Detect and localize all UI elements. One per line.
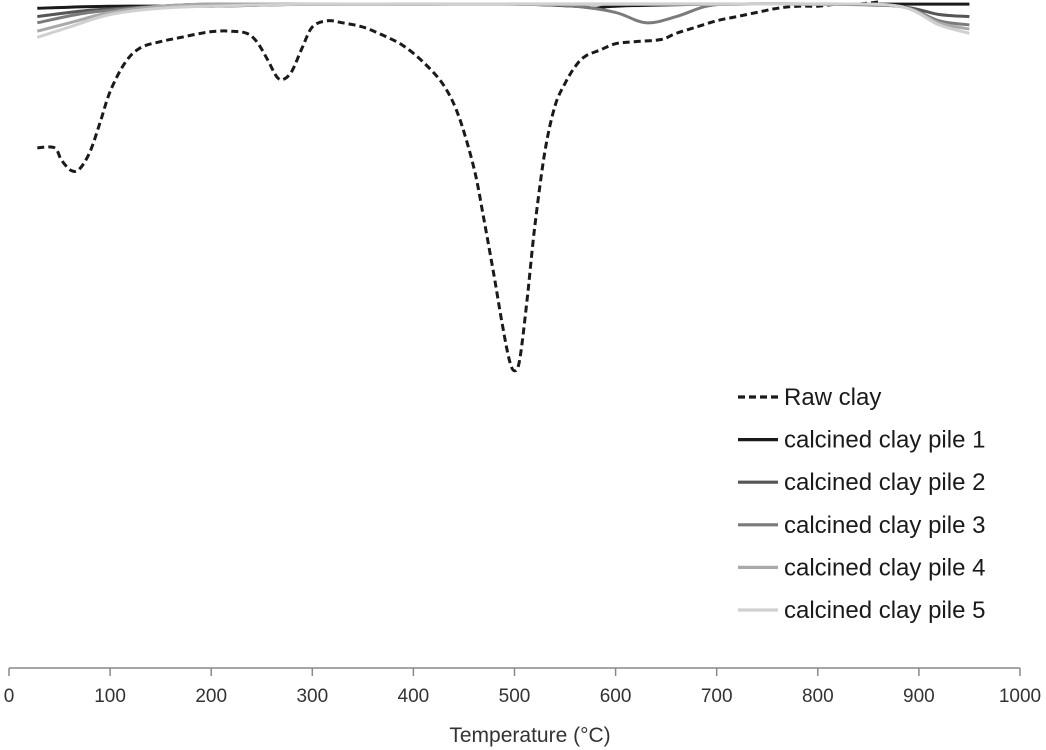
legend-label: calcined clay pile 5 (784, 597, 985, 624)
x-tick-label: 300 (296, 686, 328, 707)
x-tick-label: 1000 (999, 686, 1041, 707)
x-axis: 0 100 200 300 400 500 600 700 800 900 1000 (4, 667, 1041, 707)
x-tick-label: 900 (903, 686, 935, 707)
legend-label: Raw clay (784, 384, 881, 411)
x-tick-label: 200 (195, 686, 227, 707)
x-tick-label: 700 (701, 686, 733, 707)
legend-label: calcined clay pile 2 (784, 469, 985, 496)
legend-item: calcined clay pile 2 (738, 469, 985, 496)
legend-item: calcined clay pile 5 (738, 597, 985, 624)
legend-item: calcined clay pile 4 (738, 554, 985, 581)
x-tick-label: 400 (398, 686, 430, 707)
legend-item: calcined clay pile 3 (738, 512, 985, 539)
legend-item: Raw clay (738, 384, 881, 411)
legend-label: calcined clay pile 4 (784, 554, 985, 581)
x-tick-label: 100 (94, 686, 126, 707)
x-tick-label: 800 (802, 686, 834, 707)
series-line-6 (36, 2, 970, 39)
legend: Raw clay calcined clay pile 1 calcined cla… (738, 384, 985, 624)
series-line-1 (37, 0, 879, 373)
legend-label: calcined clay pile 3 (784, 512, 985, 539)
series-layer (36, 0, 970, 373)
legend-item: calcined clay pile 1 (738, 427, 985, 454)
x-tick-label: 600 (600, 686, 632, 707)
x-axis-title: Temperature (°C) (449, 724, 610, 747)
x-tick-label: 500 (499, 686, 531, 707)
legend-label: calcined clay pile 1 (784, 427, 985, 454)
x-tick-label: 0 (4, 686, 15, 707)
